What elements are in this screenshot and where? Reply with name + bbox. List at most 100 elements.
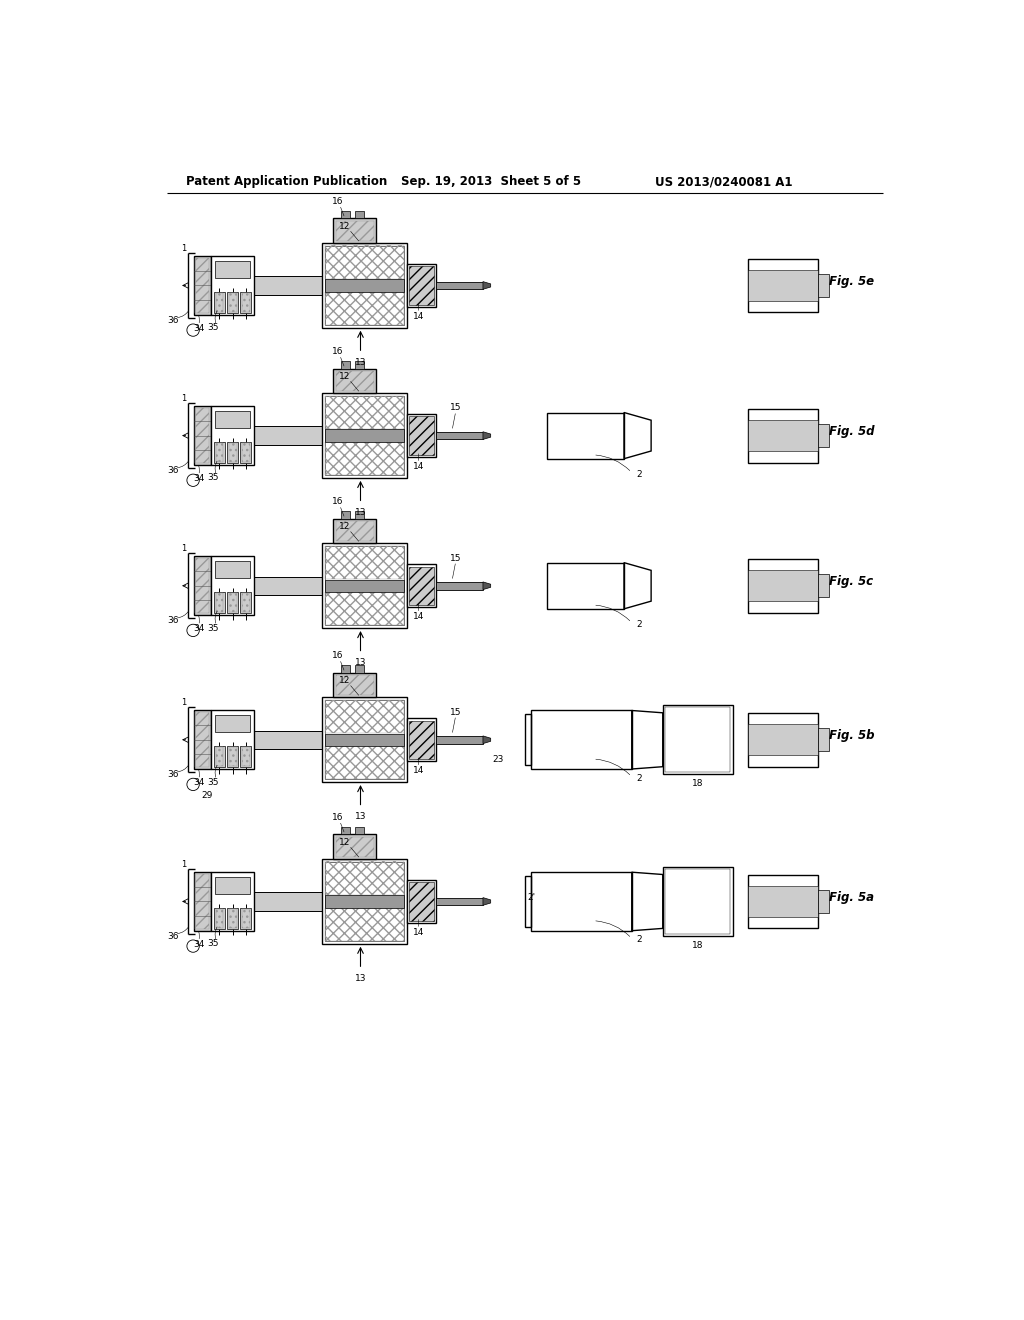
Bar xyxy=(325,591,403,626)
Bar xyxy=(410,267,434,305)
Bar xyxy=(211,407,254,465)
Text: 16: 16 xyxy=(332,498,343,507)
Bar xyxy=(410,721,434,759)
Text: Fig. 5b: Fig. 5b xyxy=(829,730,874,742)
Text: 14: 14 xyxy=(413,612,424,620)
Bar xyxy=(336,837,374,857)
Text: 14: 14 xyxy=(413,462,424,471)
Bar xyxy=(355,511,365,519)
Bar xyxy=(214,908,225,929)
Bar xyxy=(325,246,403,279)
Bar xyxy=(227,908,238,929)
Bar xyxy=(196,408,209,463)
Bar xyxy=(531,873,632,931)
Bar xyxy=(665,708,730,772)
Text: 29: 29 xyxy=(202,791,213,800)
Text: Fig. 5e: Fig. 5e xyxy=(829,275,874,288)
Bar xyxy=(241,746,251,767)
Text: US 2013/0240081 A1: US 2013/0240081 A1 xyxy=(655,176,793,187)
Text: 35: 35 xyxy=(207,323,218,333)
Bar xyxy=(325,908,403,941)
Bar xyxy=(336,220,374,240)
Bar xyxy=(196,874,209,929)
Text: 34: 34 xyxy=(193,940,204,949)
Bar xyxy=(355,211,365,218)
Bar xyxy=(211,710,254,770)
Bar xyxy=(665,869,730,933)
Text: 35: 35 xyxy=(207,474,218,482)
Bar xyxy=(325,862,403,895)
Bar xyxy=(227,591,238,614)
Bar xyxy=(322,859,407,944)
Text: 34: 34 xyxy=(193,624,204,634)
Text: 16: 16 xyxy=(332,347,343,356)
Text: 12: 12 xyxy=(339,222,350,231)
Bar xyxy=(228,293,237,312)
Text: Fig. 5c: Fig. 5c xyxy=(829,576,873,589)
Text: 2': 2' xyxy=(527,894,536,902)
Bar xyxy=(410,566,434,605)
Bar xyxy=(216,444,223,462)
Bar xyxy=(341,211,350,218)
Bar xyxy=(215,876,250,894)
Bar xyxy=(214,591,225,614)
Text: 36: 36 xyxy=(167,616,179,624)
Bar xyxy=(436,432,483,440)
Text: 15: 15 xyxy=(451,404,462,412)
Bar xyxy=(254,577,334,595)
Bar xyxy=(436,582,483,590)
Bar xyxy=(194,557,211,615)
Bar xyxy=(531,710,632,770)
Text: 18: 18 xyxy=(692,779,703,788)
Bar xyxy=(818,729,829,751)
Bar xyxy=(322,697,407,781)
Polygon shape xyxy=(483,737,490,743)
Text: 2: 2 xyxy=(637,620,642,628)
Bar xyxy=(818,424,829,447)
Bar xyxy=(748,725,818,755)
Bar xyxy=(336,521,374,541)
Bar xyxy=(241,591,251,614)
Text: 13: 13 xyxy=(354,508,367,517)
Text: 16: 16 xyxy=(332,197,343,206)
Bar xyxy=(748,570,818,601)
Bar xyxy=(663,867,732,936)
Text: 15: 15 xyxy=(451,708,462,717)
Text: 16: 16 xyxy=(332,651,343,660)
Bar xyxy=(325,701,403,779)
Bar xyxy=(227,746,238,767)
Text: 2: 2 xyxy=(637,936,642,944)
Bar xyxy=(322,544,407,628)
Bar xyxy=(214,442,225,463)
Bar xyxy=(241,292,251,313)
Bar xyxy=(663,705,732,775)
Bar xyxy=(407,264,436,308)
Bar xyxy=(325,734,403,746)
Text: 23: 23 xyxy=(493,755,504,763)
Bar xyxy=(254,276,334,294)
Bar xyxy=(325,895,403,908)
Text: 16: 16 xyxy=(332,813,343,822)
Bar xyxy=(325,292,403,325)
Text: 12: 12 xyxy=(339,521,350,531)
Bar xyxy=(215,715,250,733)
Bar xyxy=(336,371,374,391)
Bar xyxy=(211,873,254,931)
Bar xyxy=(436,737,483,743)
Bar xyxy=(325,862,403,941)
Bar xyxy=(748,409,818,462)
Text: 12: 12 xyxy=(339,838,350,846)
Bar xyxy=(341,665,350,673)
Bar xyxy=(748,886,818,917)
Bar xyxy=(547,412,624,459)
Bar xyxy=(325,545,403,579)
Bar xyxy=(242,594,250,612)
Text: Sep. 19, 2013  Sheet 5 of 5: Sep. 19, 2013 Sheet 5 of 5 xyxy=(400,176,581,187)
Bar xyxy=(216,594,223,612)
Bar xyxy=(436,898,483,906)
Bar xyxy=(194,710,211,770)
Bar xyxy=(748,713,818,767)
Text: 1: 1 xyxy=(181,244,186,253)
Bar xyxy=(325,546,403,626)
Bar xyxy=(407,718,436,762)
